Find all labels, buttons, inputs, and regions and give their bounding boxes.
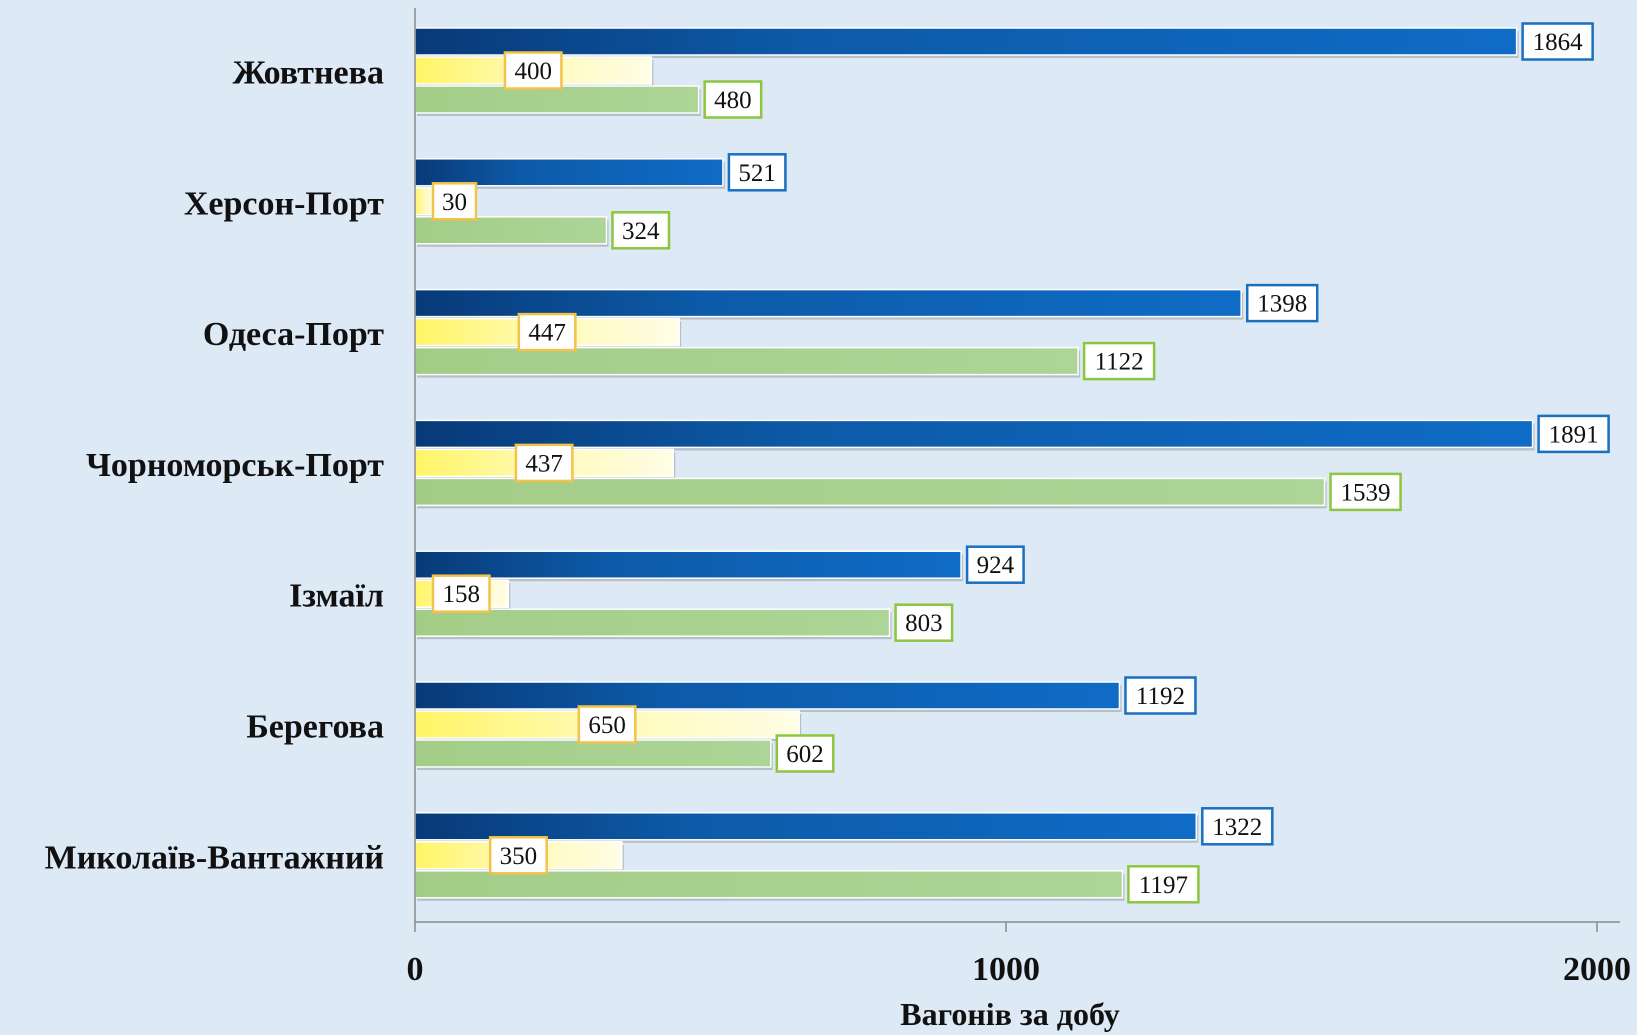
bar-green bbox=[414, 477, 1326, 507]
x-tick-label: 0 bbox=[407, 951, 424, 988]
bar-blue bbox=[414, 27, 1518, 56]
data-label-box bbox=[488, 836, 548, 875]
data-label-box bbox=[894, 603, 954, 642]
category-label: Херсон-Порт bbox=[184, 185, 384, 222]
data-label: 437 bbox=[525, 450, 563, 477]
data-label: 1539 bbox=[1341, 479, 1391, 506]
data-label: 324 bbox=[622, 218, 660, 245]
category-label: Миколаїв-Вантажний bbox=[45, 839, 384, 876]
data-label: 1398 bbox=[1257, 291, 1307, 318]
data-label-box bbox=[503, 51, 563, 90]
axes-layer: 0 1000 2000 Жовтнева Херсон-Порт Одеса-Порт Чо… bbox=[45, 8, 1631, 988]
bar-green bbox=[414, 346, 1079, 376]
category-label: Чорноморськ-Порт bbox=[86, 447, 384, 484]
x-tick-label: 1000 bbox=[972, 951, 1040, 988]
x-tick-label: 2000 bbox=[1563, 951, 1631, 988]
data-label: 1891 bbox=[1549, 421, 1599, 448]
data-label: 1192 bbox=[1136, 683, 1185, 710]
bar-blue bbox=[414, 681, 1121, 710]
data-label: 1197 bbox=[1139, 872, 1188, 899]
data-label-box bbox=[514, 443, 574, 483]
data-label-box bbox=[965, 545, 1025, 584]
category-label: Жовтнева bbox=[233, 55, 384, 92]
data-label-box bbox=[1127, 865, 1200, 904]
bars-layer bbox=[414, 27, 1535, 901]
data-label-box bbox=[1537, 414, 1610, 454]
data-label-box bbox=[727, 153, 787, 192]
data-label-box bbox=[611, 211, 671, 250]
data-label-box bbox=[703, 80, 763, 119]
category-label: Берегова bbox=[246, 709, 384, 746]
data-label: 30 bbox=[442, 189, 467, 216]
bar-blue bbox=[414, 812, 1198, 841]
data-label: 447 bbox=[528, 320, 566, 347]
bar-blue bbox=[414, 550, 962, 579]
data-label-box bbox=[577, 705, 637, 744]
data-label: 158 bbox=[443, 581, 481, 608]
data-label: 803 bbox=[905, 610, 943, 637]
bar-green bbox=[414, 739, 772, 768]
data-label-box bbox=[1124, 676, 1197, 715]
data-label: 400 bbox=[514, 58, 552, 85]
data-label-box bbox=[517, 312, 577, 352]
data-label-box bbox=[1245, 283, 1319, 323]
data-label-box bbox=[1521, 22, 1594, 61]
data-label: 924 bbox=[977, 552, 1015, 579]
category-label: Одеса-Порт bbox=[203, 316, 384, 353]
data-label: 1864 bbox=[1533, 29, 1584, 56]
bar-green bbox=[414, 870, 1124, 899]
data-label: 350 bbox=[500, 843, 538, 870]
data-label-box bbox=[1082, 341, 1156, 381]
data-label-box bbox=[431, 574, 491, 613]
data-label-box bbox=[431, 182, 478, 221]
category-label: Ізмаїл bbox=[289, 578, 384, 615]
data-labels-layer: 1864 400 480 521 30 324 1398 447 1122 1891 437 1539… bbox=[431, 22, 1610, 904]
data-label: 480 bbox=[714, 87, 752, 114]
data-label-box bbox=[1329, 472, 1402, 512]
data-label-box bbox=[775, 734, 835, 773]
bar-blue bbox=[414, 419, 1534, 449]
data-label: 1122 bbox=[1095, 349, 1144, 376]
data-label: 521 bbox=[738, 160, 776, 187]
data-label: 650 bbox=[588, 712, 626, 739]
x-axis-title: Вагонів за добу bbox=[900, 996, 1120, 1032]
data-label: 602 bbox=[786, 741, 824, 768]
data-label-box bbox=[1201, 807, 1274, 846]
bar-yellow bbox=[414, 187, 434, 216]
bar-green bbox=[414, 85, 700, 114]
data-label: 1322 bbox=[1212, 814, 1262, 841]
bar-blue bbox=[414, 158, 724, 187]
bar-green bbox=[414, 216, 608, 245]
bar-blue bbox=[414, 288, 1242, 318]
bar-green bbox=[414, 608, 891, 637]
